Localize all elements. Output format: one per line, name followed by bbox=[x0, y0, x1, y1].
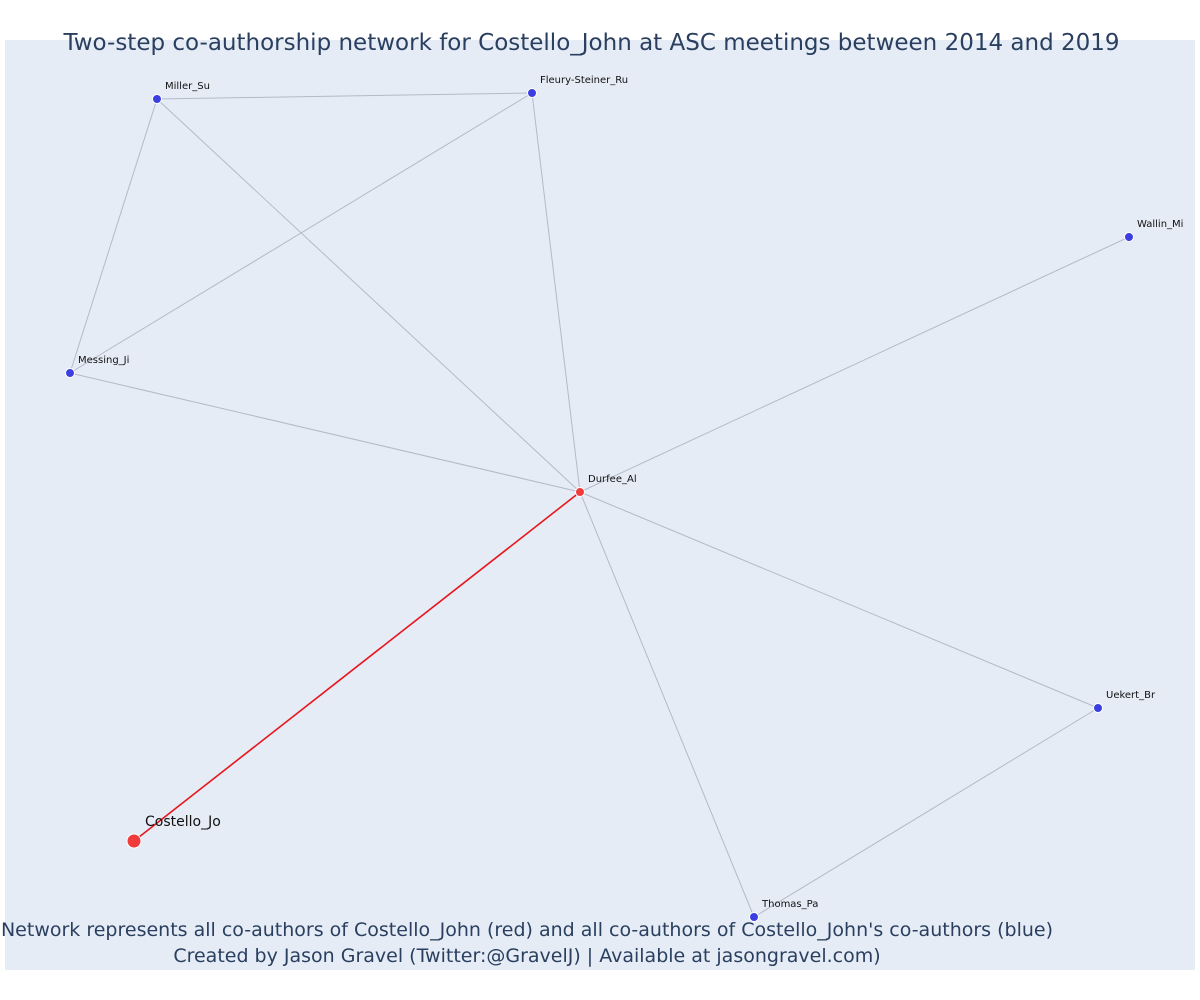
node-label-Thomas_Pa: Thomas_Pa bbox=[761, 899, 818, 910]
nodes-layer bbox=[65, 88, 1134, 922]
caption-line-1: Network represents all co-authors of Cos… bbox=[0, 919, 1054, 941]
node-label-Durfee_Al: Durfee_Al bbox=[588, 474, 637, 485]
edge-Fleury-Steiner_Ru-Messing_Ji bbox=[69, 92, 533, 374]
node-Wallin_Mi[interactable] bbox=[1124, 232, 1134, 242]
node-label-Miller_Su: Miller_Su bbox=[165, 81, 210, 92]
caption-line-2: Created by Jason Gravel (Twitter:@Gravel… bbox=[173, 945, 881, 967]
node-label-Wallin_Mi: Wallin_Mi bbox=[1137, 219, 1183, 230]
node-label-Messing_Ji: Messing_Ji bbox=[78, 355, 129, 366]
edge-Durfee_Al-Wallin_Mi bbox=[579, 236, 1130, 493]
edge-Durfee_Al-Fleury-Steiner_Ru bbox=[531, 92, 581, 493]
edge-Durfee_Al-Miller_Su bbox=[156, 98, 581, 493]
edge-Uekert_Br-Thomas_Pa bbox=[753, 707, 1099, 918]
chart-title: Two-step co-authorship network for Coste… bbox=[63, 30, 1120, 56]
edge-Costello_Jo-Durfee_Al bbox=[133, 491, 581, 842]
node-Miller_Su[interactable] bbox=[152, 94, 162, 104]
node-Messing_Ji[interactable] bbox=[65, 368, 75, 378]
node-label-Uekert_Br: Uekert_Br bbox=[1106, 690, 1156, 701]
edge-Durfee_Al-Thomas_Pa bbox=[579, 491, 755, 918]
plot-area bbox=[5, 40, 1195, 970]
edge-Durfee_Al-Uekert_Br bbox=[579, 491, 1099, 709]
edges-layer bbox=[69, 92, 1130, 918]
node-Uekert_Br[interactable] bbox=[1093, 703, 1103, 713]
labels-layer: Costello_Jo Durfee_Al Miller_Su Fleury-Stei… bbox=[78, 75, 1183, 910]
edge-Durfee_Al-Messing_Ji bbox=[69, 372, 581, 493]
node-Fleury-Steiner_Ru[interactable] bbox=[527, 88, 537, 98]
node-label-Costello_Jo: Costello_Jo bbox=[145, 814, 221, 830]
node-Durfee_Al[interactable] bbox=[575, 487, 585, 497]
edge-Miller_Su-Messing_Ji bbox=[69, 98, 158, 374]
node-label-Fleury-Steiner_Ru: Fleury-Steiner_Ru bbox=[540, 75, 628, 86]
edge-Miller_Su-Fleury-Steiner_Ru bbox=[156, 92, 533, 100]
node-Costello_Jo[interactable] bbox=[126, 833, 142, 849]
node-Thomas_Pa[interactable] bbox=[749, 912, 759, 922]
